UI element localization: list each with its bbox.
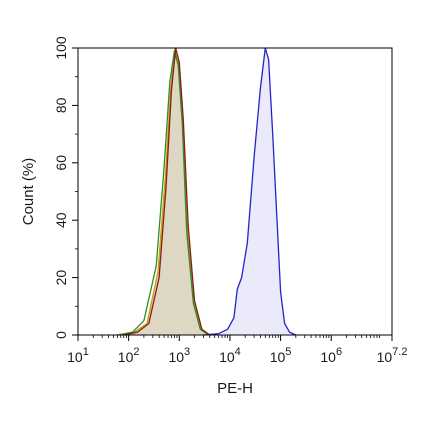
y-tick-label-1: 20 bbox=[53, 270, 69, 286]
x-tick-base-1: 10 bbox=[118, 349, 134, 365]
x-tick-base-4: 10 bbox=[270, 349, 286, 365]
x-tick-label-4: 105 bbox=[270, 346, 292, 365]
series-3-line bbox=[203, 47, 297, 336]
y-axis-title: Count (%) bbox=[20, 158, 37, 226]
x-tick-label-2: 103 bbox=[168, 346, 190, 365]
x-tick-exp-3: 4 bbox=[235, 346, 241, 358]
y-tick-label-4: 80 bbox=[53, 97, 69, 113]
x-tick-exp-1: 2 bbox=[133, 346, 139, 358]
y-tick-label-3: 60 bbox=[53, 155, 69, 171]
x-axis: 101 102 103 104 105 106 107.2 bbox=[67, 335, 407, 365]
x-tick-label-6: 107.2 bbox=[377, 346, 408, 365]
plot-area bbox=[117, 47, 297, 336]
y-tick-label-5: 100 bbox=[53, 36, 69, 60]
y-axis: 0 20 40 60 80 100 bbox=[53, 36, 78, 339]
x-tick-base-0: 10 bbox=[67, 349, 83, 365]
x-tick-base-2: 10 bbox=[168, 349, 184, 365]
series-2-area bbox=[120, 48, 210, 335]
x-tick-base-5: 10 bbox=[320, 349, 336, 365]
x-tick-exp-6: 7.2 bbox=[392, 346, 407, 358]
x-tick-base-3: 10 bbox=[219, 349, 235, 365]
y-tick-label-2: 40 bbox=[53, 212, 69, 228]
x-axis-title: PE-H bbox=[217, 380, 253, 397]
x-tick-exp-2: 3 bbox=[184, 346, 190, 358]
x-tick-exp-0: 1 bbox=[83, 346, 89, 358]
y-tick-label-0: 0 bbox=[53, 331, 69, 339]
plot-frame bbox=[77, 47, 393, 336]
x-tick-exp-5: 6 bbox=[336, 346, 342, 358]
x-tick-label-3: 104 bbox=[219, 346, 241, 365]
x-tick-label-0: 101 bbox=[67, 346, 89, 365]
x-tick-label-5: 106 bbox=[320, 346, 342, 365]
x-tick-base-6: 10 bbox=[377, 349, 393, 365]
series-3-area bbox=[203, 48, 296, 335]
x-tick-label-1: 102 bbox=[118, 346, 140, 365]
x-tick-exp-4: 5 bbox=[285, 346, 291, 358]
series-1-line bbox=[117, 50, 210, 336]
